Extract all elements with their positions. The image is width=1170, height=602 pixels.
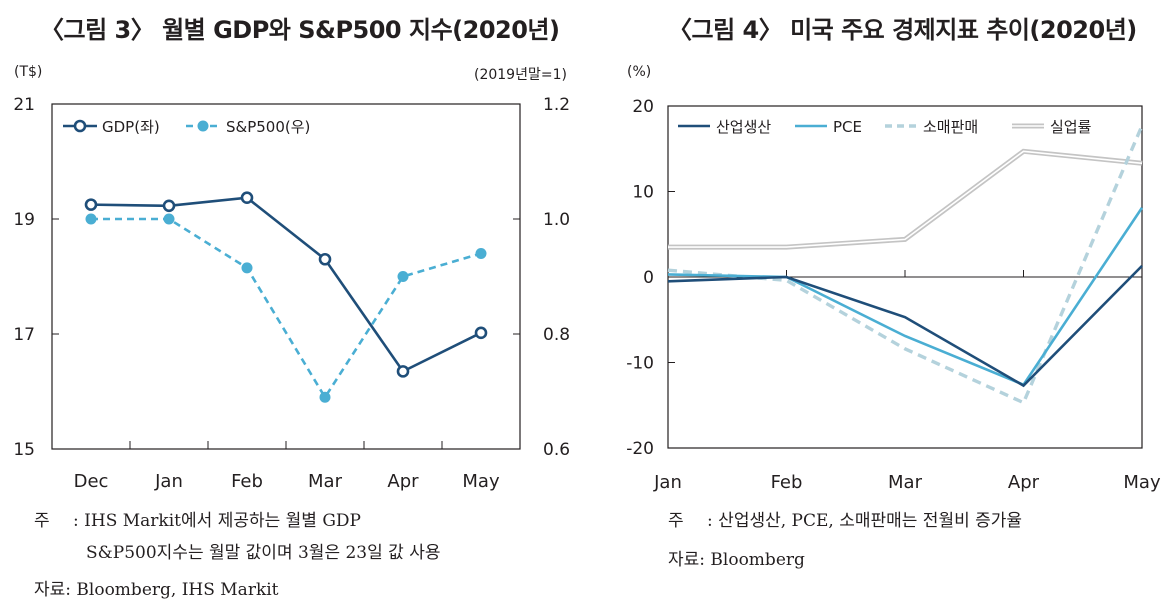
data-point-gdp — [240, 191, 254, 205]
right-y-tick-label: 0.8 — [543, 325, 570, 345]
right-source: 자료: Bloomberg — [668, 550, 805, 570]
legend-label-item: 실업률 — [1050, 118, 1092, 136]
y-axis-unit-percent: (%) — [627, 64, 652, 80]
x-tick-label-may: May — [462, 471, 500, 492]
legend-label-gdp: GDP(좌) — [102, 118, 160, 136]
x-tick-label-jan: Jan — [154, 471, 183, 492]
data-point-s-p500 — [319, 391, 331, 403]
data-point-s-p500 — [397, 271, 409, 282]
data-point-gdp — [318, 252, 332, 266]
left-axis-unit: (T$) — [14, 64, 43, 80]
legend-marker-gdp — [73, 119, 87, 133]
left-source: 자료: Bloomberg, IHS Markit — [34, 580, 279, 600]
right-y-tick-label: 1.2 — [543, 95, 570, 115]
series-line-s-p500 — [91, 217, 482, 400]
left-note-label: 주 — [34, 511, 50, 531]
chart-left-svg: 15 17 19 21 0.6 0.8 1.0 1.2 Dec Jan Feb Mar Apr May GD… — [13, 95, 570, 492]
x-tick-label-feb: Feb — [231, 471, 263, 492]
legend-label-item: 소매판매 — [923, 118, 978, 136]
chart-right-svg: -20 -10 0 10 20 Jan Feb Mar Apr May 산업생산 PCE 소매판매 실업률 — [626, 97, 1161, 493]
y-tick-label: -10 — [626, 354, 654, 374]
x-tick-label-mar: Mar — [888, 472, 923, 493]
legend-label-sp500: S&P500(우) — [226, 118, 310, 136]
y-tick-label: 20 — [632, 97, 654, 117]
x-tick-label-apr: Apr — [1008, 472, 1040, 493]
left-note: 주 : IHS Markit에서 제공하는 월별 GDP — [34, 506, 361, 531]
right-note-label: 주 — [668, 511, 684, 531]
data-point-gdp — [162, 199, 176, 213]
y-tick-label: 10 — [632, 183, 654, 203]
y-tick-label: 0 — [643, 268, 654, 288]
plot-frame-left — [51, 103, 521, 450]
x-tick-label-may: May — [1123, 472, 1161, 493]
left-note-line2: S&P500지수는 월말 값이며 3월은 23일 값 사용 — [86, 543, 441, 563]
right-y-tick-label: 0.6 — [543, 440, 570, 460]
right-axis-unit: (2019년말=1) — [474, 67, 567, 83]
data-point-s-p500 — [163, 213, 175, 225]
chart-title-gdp-sp500: 〈그림 3〉 월별 GDP와 S&P500 지수(2020년) — [40, 16, 560, 44]
data-point-gdp — [396, 365, 410, 378]
x-tick-label-jan: Jan — [653, 472, 682, 493]
x-tick-label-dec: Dec — [74, 471, 109, 492]
data-point-s-p500 — [85, 213, 97, 225]
right-y-tick-label: 1.0 — [543, 210, 570, 230]
series-line-outer-item — [668, 148, 1143, 250]
legend-marker-sp500 — [197, 120, 209, 132]
legend-label-pce: PCE — [833, 118, 862, 136]
y-tick-label: -20 — [626, 439, 654, 459]
legend-label-item: 산업생산 — [716, 118, 771, 136]
series-line-inner-item — [668, 150, 1143, 248]
left-y-tick-label: 17 — [13, 325, 35, 345]
left-note-line1: : IHS Markit에서 제공하는 월별 GDP — [73, 511, 361, 531]
right-note-line1: : 산업생산, PCE, 소매판매는 전월비 증가율 — [707, 511, 1023, 531]
series-line-item — [667, 264, 1143, 388]
data-point-gdp — [84, 198, 98, 211]
series-line-gdp — [90, 196, 482, 374]
left-y-tick-label: 19 — [13, 210, 35, 230]
x-tick-label-mar: Mar — [308, 471, 343, 492]
x-tick-label-apr: Apr — [387, 471, 419, 492]
series-line-item — [667, 124, 1144, 405]
left-y-tick-label: 15 — [13, 440, 35, 460]
data-point-s-p500 — [475, 248, 487, 259]
series-line-pce — [667, 207, 1144, 387]
x-tick-label-feb: Feb — [771, 472, 803, 493]
left-y-tick-label: 21 — [13, 95, 35, 115]
right-note: 주 : 산업생산, PCE, 소매판매는 전월비 증가율 — [668, 506, 1022, 531]
data-point-s-p500 — [241, 262, 253, 274]
chart-title-economic-indicators: 〈그림 4〉 미국 주요 경제지표 추이(2020년) — [668, 16, 1137, 44]
data-point-gdp — [474, 326, 488, 340]
